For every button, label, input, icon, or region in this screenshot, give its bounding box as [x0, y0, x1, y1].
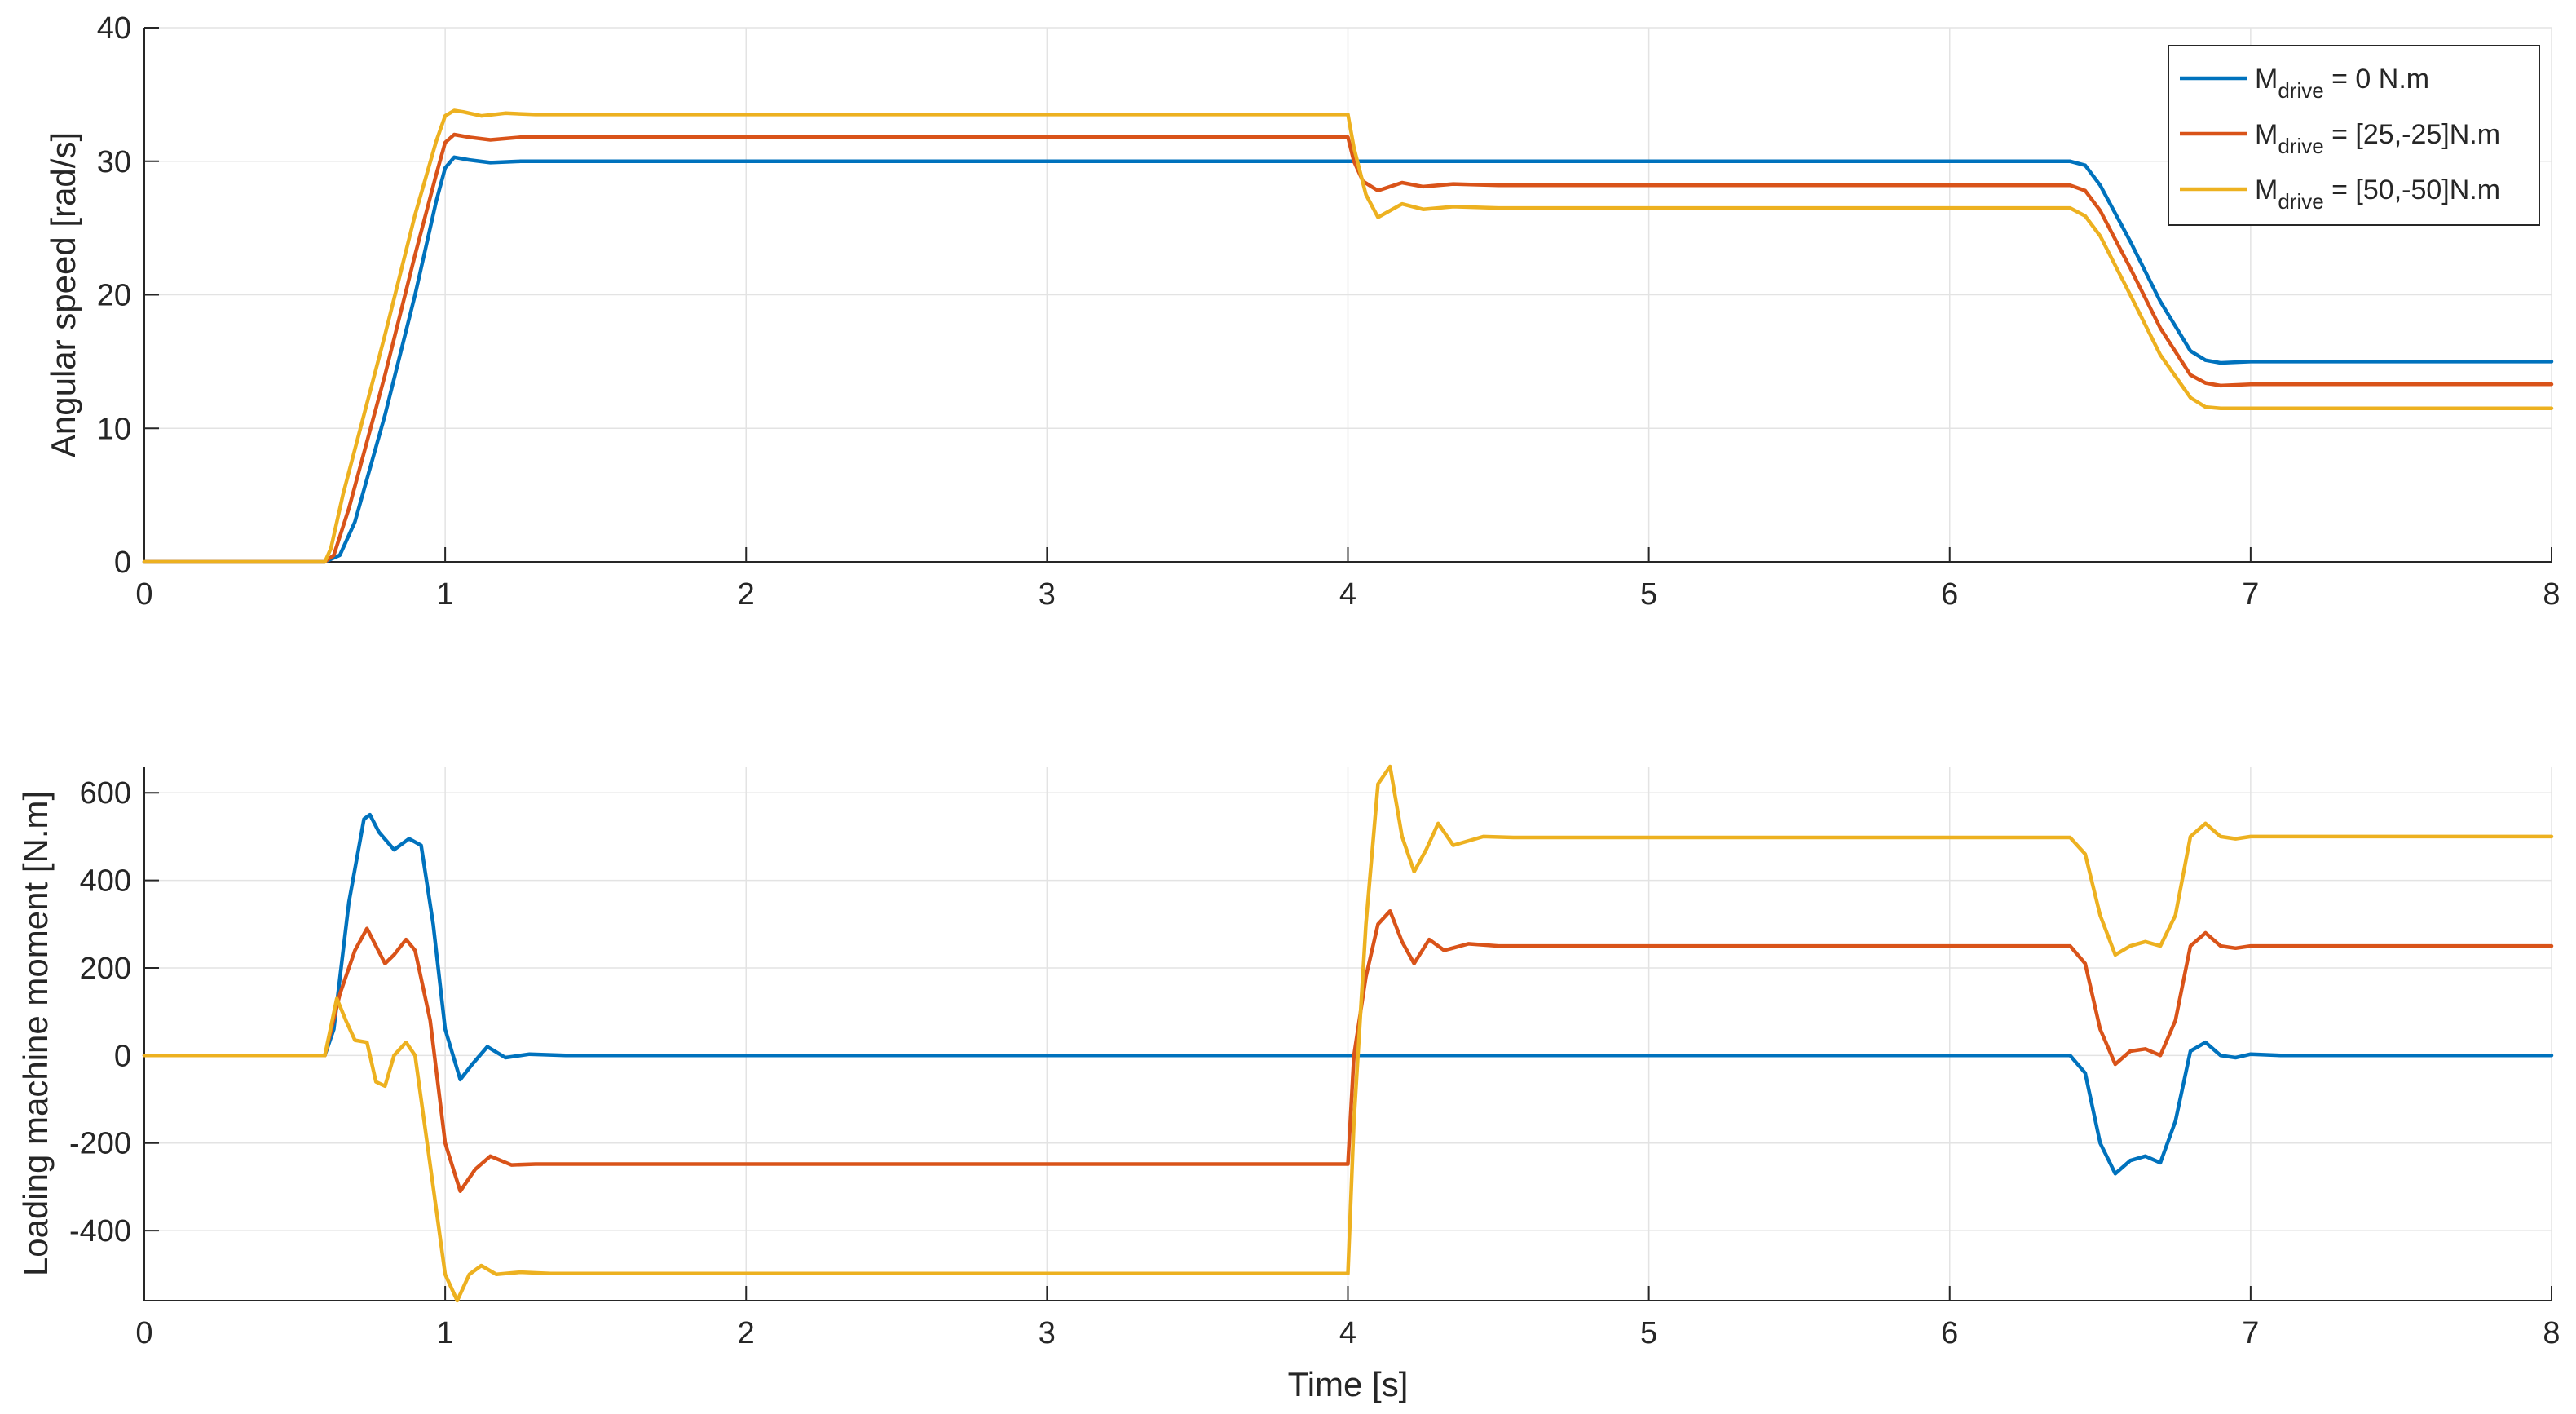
y-tick-label: 10 — [97, 412, 131, 446]
series-line-2 — [142, 908, 2554, 1194]
legend-entry-2: Mdrive = [25,-25]N.m — [2255, 119, 2500, 158]
series-line-3 — [142, 108, 2554, 564]
x-axis-label: Time [s] — [1288, 1365, 1409, 1403]
x-tick-label: 6 — [1941, 1316, 1958, 1350]
x-tick-label: 4 — [1339, 577, 1356, 612]
y-tick-label: 40 — [97, 11, 131, 46]
y-tick-label: 30 — [97, 145, 131, 179]
y-axis-label: Angular speed [rad/s] — [44, 132, 82, 457]
series-line-3 — [142, 764, 2554, 1303]
y-tick-label: 0 — [114, 1039, 131, 1073]
angular-speed-chart: 0 1 2 3 4 5 6 7 8 0 10 20 30 40 Angular speed [rad/s] M… — [44, 11, 2561, 612]
series-line-2 — [142, 132, 2554, 564]
legend-entry-3: Mdrive = [50,-50]N.m — [2255, 175, 2500, 214]
y-tick-label: 200 — [80, 952, 131, 986]
series-line-1 — [142, 155, 2554, 564]
x-tick-label: 5 — [1640, 1316, 1657, 1350]
y-axis-label: Loading machine moment [N.m] — [16, 791, 55, 1276]
x-tick-label: 4 — [1339, 1316, 1356, 1350]
x-tick-label: 8 — [2543, 1316, 2560, 1350]
y-tick-label: 20 — [97, 279, 131, 313]
y-tick-label: -200 — [69, 1127, 131, 1161]
x-tick-label: 7 — [2242, 1316, 2259, 1350]
x-tick-label: 8 — [2543, 577, 2560, 612]
x-tick-label: 2 — [738, 1316, 755, 1350]
legend-entry-1: Mdrive = 0 N.m — [2255, 64, 2429, 103]
series-line-1 — [142, 812, 2554, 1176]
x-tick-label: 5 — [1640, 577, 1657, 612]
x-tick-label: 6 — [1941, 577, 1958, 612]
x-tick-label: 0 — [135, 1316, 152, 1350]
x-tick-label: 2 — [738, 577, 755, 612]
x-tick-label: 7 — [2242, 577, 2259, 612]
x-tick-label: 0 — [135, 577, 152, 612]
legend: Mdrive = 0 N.m Mdrive = [25,-25]N.m Mdrive… — [2168, 45, 2540, 226]
y-tick-label: 600 — [80, 776, 131, 811]
x-tick-label: 1 — [437, 577, 454, 612]
x-tick-label: 3 — [1039, 577, 1056, 612]
loading-moment-chart: 0 1 2 3 4 5 6 7 8 -400 -200 0 200 400 600 Loading machi… — [16, 764, 2561, 1403]
x-tick-label: 3 — [1039, 1316, 1056, 1350]
y-tick-label: 0 — [114, 546, 131, 580]
y-tick-label: 400 — [80, 864, 131, 899]
x-tick-label: 1 — [437, 1316, 454, 1350]
y-tick-label: -400 — [69, 1214, 131, 1248]
